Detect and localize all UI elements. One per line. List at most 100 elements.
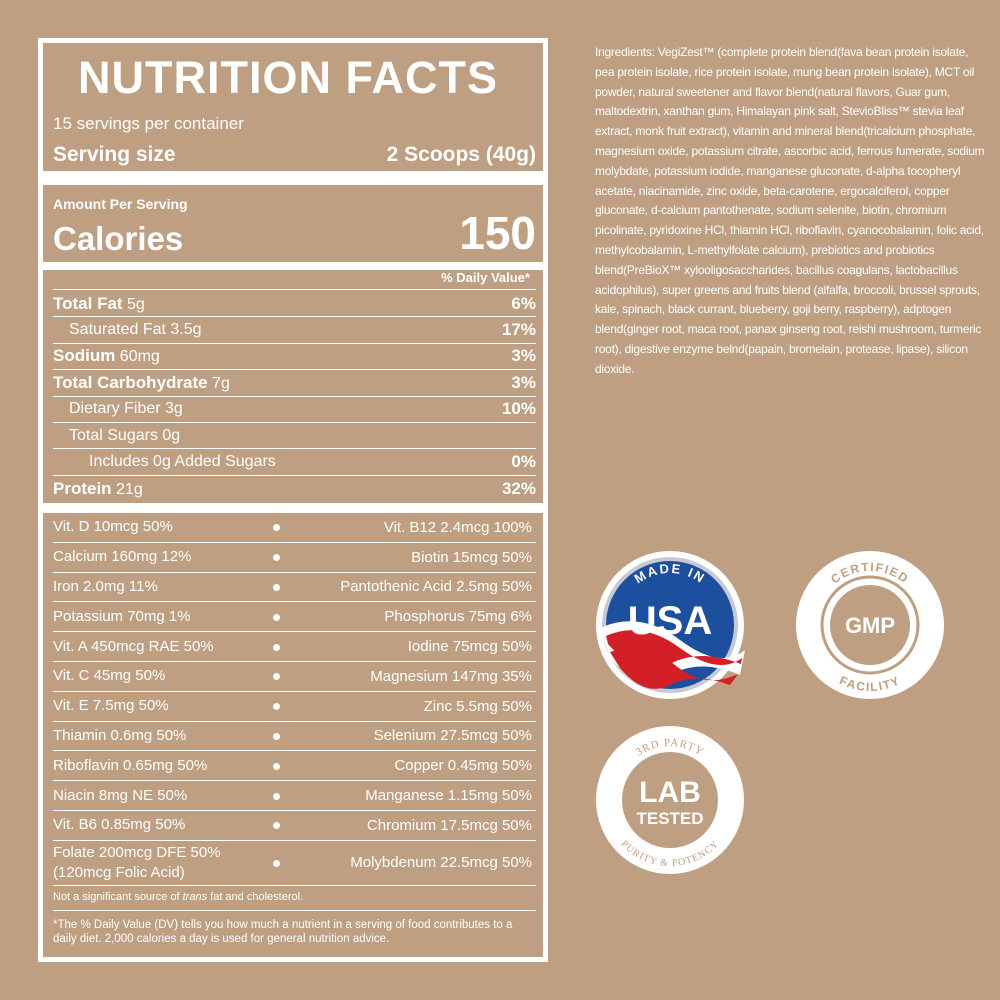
rule xyxy=(53,910,536,911)
vitamin-left-line: Riboflavin 0.65mg 50% xyxy=(53,756,208,774)
note: Not a significant source of trans fat an… xyxy=(53,891,536,903)
vitamin-right: Molybdenum 22.5mcg 50% xyxy=(350,854,532,872)
text: Sodium xyxy=(53,346,116,366)
badge-center-text: GMP xyxy=(845,613,895,638)
text: Not a significant source of xyxy=(53,891,183,903)
vitamin-left-line: (120mcg Folic Acid) xyxy=(53,863,185,881)
vitamin-left: Thiamin 0.6mg 50% xyxy=(53,726,273,746)
nutrient-row: Saturated Fat 3.5g 17% xyxy=(53,317,536,344)
text: Total Sugars xyxy=(69,426,158,444)
nutrient-row: Total Fat 5g 6% xyxy=(53,291,536,318)
medium-rule xyxy=(43,262,543,270)
vitamin-right: Selenium 27.5mcg 50% xyxy=(373,727,532,745)
vitamin-left-line: Calcium 160mg 12% xyxy=(53,548,192,566)
vitamin-left-line: Vit. B6 0.85mg 50% xyxy=(53,816,186,834)
badge-bottom-text: FACILITY xyxy=(837,673,902,694)
lab-badge: 3RD PARTY PURITY & POTENCY LAB TESTED xyxy=(596,726,744,874)
bullet xyxy=(273,732,280,740)
vitamin-left: Niacin 8mg NE 50% xyxy=(53,786,273,806)
vitamin-list: Vit. D 10mcg 50% Vit. B12 2.4mcg 100% Calc… xyxy=(53,513,536,886)
vitamin-right: Iodine 75mcg 50% xyxy=(407,638,532,656)
serving-size: 2 Scoops (40g) xyxy=(386,143,536,166)
vitamin-left: Folate 200mcg DFE 50% (120mcg Folic Acid) xyxy=(53,843,273,883)
vitamin-right: Chromium 17.5mcg 50% xyxy=(366,816,532,834)
vitamin-row: Calcium 160mg 12% Biotin 15mcg 50% xyxy=(53,543,536,573)
bullet xyxy=(273,643,280,651)
vitamin-left-line: Vit. E 7.5mg 50% xyxy=(53,697,169,715)
vitamin-left-line: Vit. D 10mcg 50% xyxy=(53,518,173,536)
text: 3.5g xyxy=(170,321,202,339)
text: trans xyxy=(182,891,208,903)
vitamin-left: Vit. E 7.5mg 50% xyxy=(53,696,273,716)
text: 0% xyxy=(511,452,536,472)
serving-size-row: Serving size 2 Scoops (40g) xyxy=(53,143,536,167)
usa-badge: MADE IN USA xyxy=(596,551,745,699)
vitamin-right: Biotin 15mcg 50% xyxy=(411,548,532,566)
nutrient-row: Total Sugars 0g xyxy=(53,423,536,450)
bullet xyxy=(273,792,280,800)
vitamin-left-line: Vit. C 45mg 50% xyxy=(53,667,166,685)
nutrient-list: Total Fat 5g 6% Saturated Fat 3.5g 17% Sod… xyxy=(53,291,536,502)
text: 17% xyxy=(501,320,536,340)
text: 0g xyxy=(162,426,181,444)
text: fat and cholesterol. xyxy=(207,891,304,903)
bullet xyxy=(273,673,280,681)
vitamin-row: Vit. B6 0.85mg 50% Chromium 17.5mcg 50% xyxy=(53,811,536,841)
vitamin-row: Thiamin 0.6mg 50% Selenium 27.5mcg 50% xyxy=(53,722,536,752)
vitamin-left-line: Niacin 8mg NE 50% xyxy=(53,786,188,804)
ingredients: Ingredients: VegiZest™ (complete protein… xyxy=(595,45,985,376)
nutrient-row: Protein 21g 32% xyxy=(53,476,536,502)
label-title: NUTRITION FACTS xyxy=(78,52,498,103)
vitamin-left: Vit. C 45mg 50% xyxy=(53,666,273,686)
bullet xyxy=(273,554,280,562)
text: 6% xyxy=(511,293,536,313)
vitamin-left-line: Thiamin 0.6mg 50% xyxy=(53,726,187,744)
vitamin-row: Riboflavin 0.65mg 50% Copper 0.45mg 50% xyxy=(53,751,536,782)
badge-center-text: USA xyxy=(628,599,712,643)
nutrient-row: Total Carbohydrate 7g 3% xyxy=(53,370,536,397)
footnote: *The % Daily Value (DV) tells you how mu… xyxy=(53,919,513,945)
vitamin-row: Vit. A 450mcg RAE 50% Iodine 75mcg 50% xyxy=(53,632,536,662)
vitamin-row: Niacin 8mg NE 50% Manganese 1.15mg 50% xyxy=(53,781,536,811)
vitamin-left: Iron 2.0mg 11% xyxy=(53,577,273,597)
bullet xyxy=(273,583,280,591)
amount-per-serving: Amount Per Serving xyxy=(53,196,188,212)
servings: 15 servings per container xyxy=(53,114,244,133)
text: 7g xyxy=(212,374,230,392)
vitamin-left: Potassium 70mg 1% xyxy=(53,607,273,627)
vitamin-row: Folate 200mcg DFE 50% (120mcg Folic Acid)… xyxy=(53,841,536,886)
label-border xyxy=(38,38,548,962)
calories-row: Calories 150 xyxy=(53,206,536,260)
vitamin-right: Pantothenic Acid 2.5mg 50% xyxy=(340,578,532,596)
text: 10% xyxy=(501,399,536,419)
bullet xyxy=(273,822,280,830)
text: Total Fat xyxy=(53,293,123,313)
text: 21g xyxy=(116,480,143,498)
vitamin-row: Vit. D 10mcg 50% Vit. B12 2.4mcg 100% xyxy=(53,513,536,543)
vitamin-row: Potassium 70mg 1% Phosphorus 75mg 6% xyxy=(53,602,536,633)
vitamin-right: Manganese 1.15mg 50% xyxy=(365,787,532,805)
vitamin-row: Vit. C 45mg 50% Magnesium 147mg 35% xyxy=(53,662,536,692)
vitamin-left: Vit. B6 0.85mg 50% xyxy=(53,815,273,835)
vitamin-right: Zinc 5.5mg 50% xyxy=(423,697,532,715)
text: 5g xyxy=(127,295,145,313)
thick-rule xyxy=(43,503,543,513)
text: 3g xyxy=(165,400,183,418)
daily-value-header: % Daily Value* xyxy=(53,270,536,290)
vitamin-row: Iron 2.0mg 11% Pantothenic Acid 2.5mg 50% xyxy=(53,573,536,603)
bullet xyxy=(273,762,280,770)
bullet xyxy=(273,524,280,532)
thick-rule xyxy=(43,171,543,185)
badge-center-text: LAB xyxy=(639,776,701,809)
text: 32% xyxy=(501,478,536,498)
vitamin-right: Vit. B12 2.4mcg 100% xyxy=(383,518,532,536)
calories: 150 xyxy=(459,207,536,259)
text: FACILITY xyxy=(837,673,901,694)
bullet xyxy=(273,703,280,711)
nutrient-row: Dietary Fiber 3g 10% xyxy=(53,397,536,423)
calories-label: Calories xyxy=(53,220,184,257)
serving-size-label: Serving size xyxy=(53,143,176,166)
text: Includes 0g Added Sugars xyxy=(89,453,276,471)
text: 3% xyxy=(511,346,536,366)
